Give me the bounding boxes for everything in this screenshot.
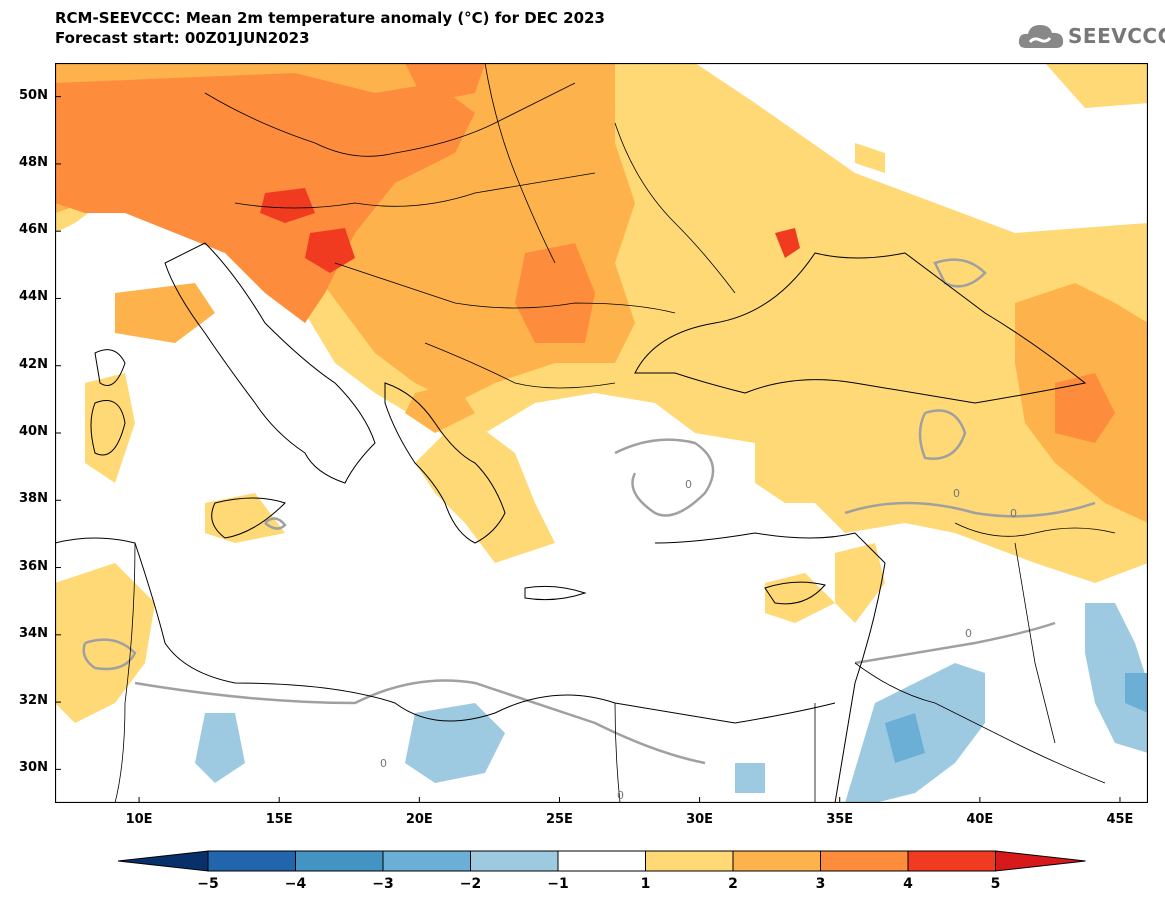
colorbar-box-4 [557, 850, 646, 872]
lat-label-48N: 48N [19, 154, 48, 170]
contour-labels: 0 0 0 0 0 0 [380, 478, 1017, 802]
coastlines [55, 242, 1087, 803]
temperature-anomaly-map: 0 0 0 0 0 0 [55, 63, 1148, 803]
colorbar-box-0 [207, 850, 296, 872]
lon-label-20E: 20E [405, 812, 433, 827]
colorbar-box-7 [820, 850, 909, 872]
colorbar-level-0: −5 [197, 876, 219, 892]
colorbar-level-6: 2 [728, 876, 738, 892]
colorbar-arrow-high [995, 850, 1086, 872]
cloud-icon [1018, 25, 1064, 48]
anomaly-m2-m3-areas [885, 673, 1148, 763]
contour-label-0-a: 0 [685, 478, 692, 491]
map-title: RCM-SEEVCCC: Mean 2m temperature anomaly… [55, 8, 605, 48]
colorbar-box-5 [645, 850, 734, 872]
lon-label-40E: 40E [966, 812, 994, 827]
lon-label-15E: 15E [265, 812, 293, 827]
seevccc-logo: SEEVCCC [1016, 20, 1165, 56]
colorbar-level-9: 5 [990, 876, 1001, 892]
lat-label-50N: 50N [19, 87, 48, 103]
lat-label-36N: 36N [19, 558, 48, 574]
colorbar-level-1: −4 [284, 876, 307, 892]
zero-contours [82, 258, 1096, 765]
lat-label-32N: 32N [19, 693, 48, 709]
colorbar-level-3: −2 [459, 876, 482, 892]
lat-label-44N: 44N [19, 289, 48, 305]
lon-label-35E: 35E [826, 812, 854, 827]
lon-label-25E: 25E [545, 812, 573, 827]
lon-label-45E: 45E [1106, 812, 1134, 827]
contour-label-0-b: 0 [953, 487, 960, 500]
contour-label-0-c: 0 [1010, 507, 1017, 520]
colorbar-level-4: −1 [547, 876, 569, 892]
lat-label-34N: 34N [19, 625, 48, 641]
colorbar-level-2: −3 [372, 876, 394, 892]
colorbar-box-8 [907, 850, 996, 872]
lon-label-30E: 30E [686, 812, 714, 827]
colorbar-level-8: 4 [903, 876, 913, 892]
colorbar-level-5: 1 [640, 876, 651, 892]
anomaly-4-5-areas [260, 188, 800, 273]
colorbar [118, 850, 1086, 872]
axis-ticks [55, 96, 1121, 803]
colorbar-box-6 [732, 850, 821, 872]
colorbar-box-3 [470, 850, 559, 872]
contour-label-0-e: 0 [380, 757, 387, 770]
title-line-1: RCM-SEEVCCC: Mean 2m temperature anomaly… [55, 9, 605, 27]
logo-text: SEEVCCC [1068, 24, 1165, 48]
colorbar-box-1 [295, 850, 384, 872]
lat-label-30N: 30N [19, 760, 48, 776]
contour-label-0-d: 0 [965, 627, 972, 640]
colorbar-box-2 [382, 850, 471, 872]
colorbar-arrow-low [118, 850, 209, 872]
lon-label-10E: 10E [125, 812, 153, 827]
lat-label-40N: 40N [19, 424, 48, 439]
colorbar-level-7: 3 [815, 876, 826, 892]
lat-label-38N: 38N [19, 491, 48, 507]
contour-label-0-f: 0 [617, 789, 624, 802]
country-borders [114, 63, 1116, 803]
lat-label-42N: 42N [19, 356, 48, 372]
lat-label-46N: 46N [19, 222, 48, 238]
title-line-2: Forecast start: 00Z01JUN2023 [55, 29, 310, 47]
